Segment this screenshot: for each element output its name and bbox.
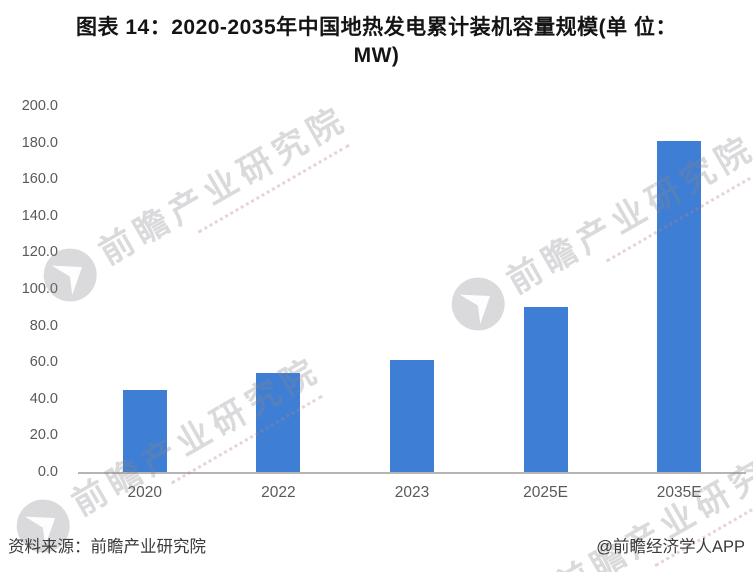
y-axis-tick-label: 80.0 [29, 317, 58, 334]
y-axis-tick-label: 180.0 [21, 134, 58, 151]
bar-2035E [657, 140, 702, 472]
y-axis-tick-label: 140.0 [21, 207, 58, 224]
bar-chart: 200.0 180.0 160.0 140.0 120.0 100.0 80.0 60.0 40… [0, 88, 753, 513]
x-axis-tick-label: 2022 [261, 484, 296, 501]
bar-2025E [523, 307, 568, 472]
y-axis-tick-label: 0.0 [37, 464, 58, 480]
y-axis-tick-label: 120.0 [21, 244, 58, 261]
figure-footer: 资料来源：前瞻产业研究院 @前瞻经济学人APP [8, 533, 745, 557]
y-axis-tick-label: 200.0 [21, 98, 58, 114]
bar-2020 [122, 389, 167, 472]
x-axis-tick-label: 2020 [127, 484, 163, 501]
y-axis-tick-label: 20.0 [29, 427, 58, 444]
y-axis-tick-label: 100.0 [21, 281, 58, 297]
y-axis-tick-label: 60.0 [29, 354, 58, 371]
chart-title: 图表 14：2020-2035年中国地热发电累计装机容量规模(单 位： MW) [20, 14, 733, 71]
y-axis-tick-label: 160.0 [21, 171, 58, 188]
source-text: 资料来源：前瞻产业研究院 [8, 538, 206, 556]
x-axis-tick-label: 2023 [394, 484, 430, 501]
chart-title-line2: MW) [353, 44, 400, 68]
x-axis-tick-label: 2025E [523, 484, 568, 501]
bar-2022 [256, 373, 301, 472]
credit-text: @前瞻经济学人APP [596, 538, 745, 556]
chart-title-line1: 图表 14：2020-2035年中国地热发电累计装机容量规模(单 位： [76, 16, 677, 39]
bar-2023 [390, 360, 434, 472]
plot-area [78, 106, 746, 474]
y-axis-tick-label: 40.0 [29, 390, 58, 407]
x-axis-tick-label: 2035E [656, 484, 702, 501]
